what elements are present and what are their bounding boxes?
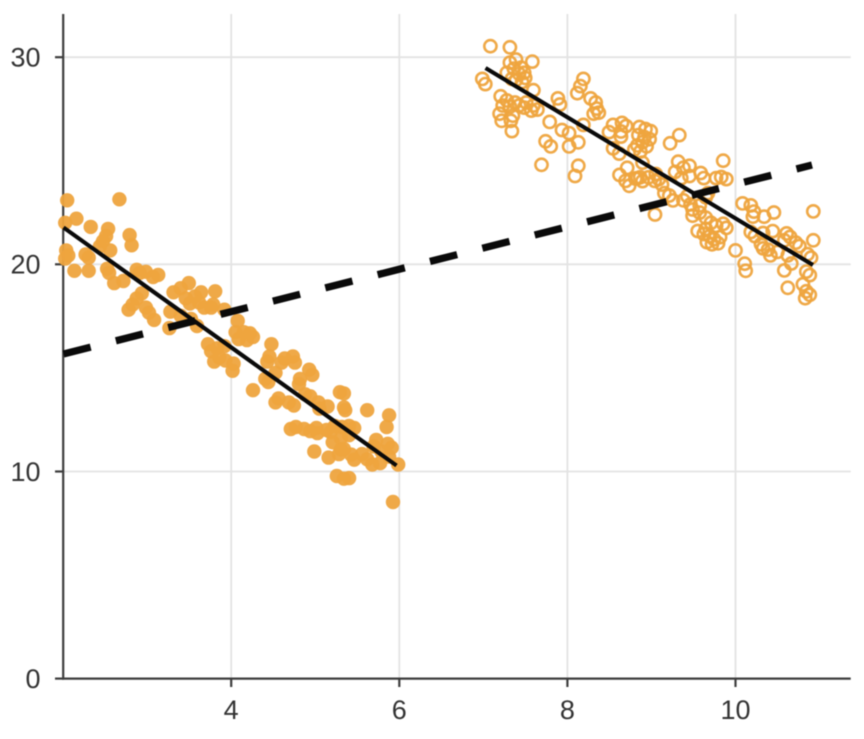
- svg-text:0: 0: [25, 664, 40, 694]
- svg-text:8: 8: [560, 695, 575, 725]
- svg-text:6: 6: [392, 695, 407, 725]
- svg-text:30: 30: [10, 43, 40, 73]
- svg-text:10: 10: [10, 457, 40, 487]
- svg-text:10: 10: [720, 695, 750, 725]
- svg-text:20: 20: [10, 250, 40, 280]
- svg-text:4: 4: [224, 695, 239, 725]
